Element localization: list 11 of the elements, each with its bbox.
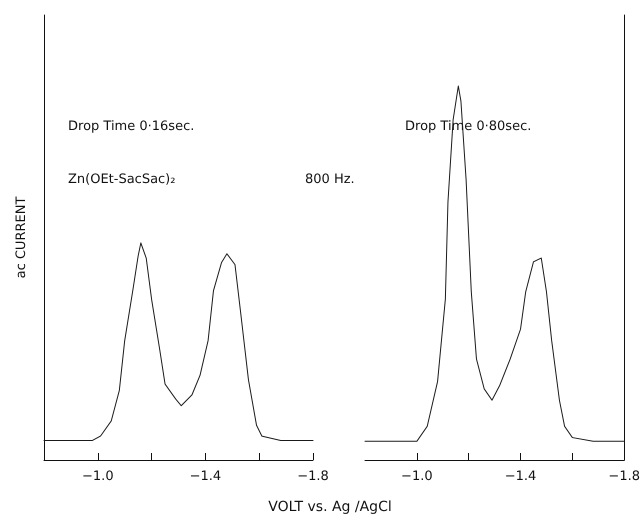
x-tick-label: −1.8 [608,469,640,484]
text: Zn(OEt-SacSac)₂ [68,172,176,187]
y-axis-title: ac CURRENT [14,196,29,278]
x-axis-title: VOLT vs. Ag /AgCl [268,499,392,515]
x-tick-label: −1.4 [504,469,536,484]
text: 800 Hz. [305,172,355,187]
x-tick-label: −1.8 [297,469,329,484]
x-tick-label: −1.0 [401,469,433,484]
text: Drop Time 0·16sec. [68,119,194,134]
x-tick-label: −1.4 [190,469,222,484]
x-tick-label: −1.0 [82,469,114,484]
